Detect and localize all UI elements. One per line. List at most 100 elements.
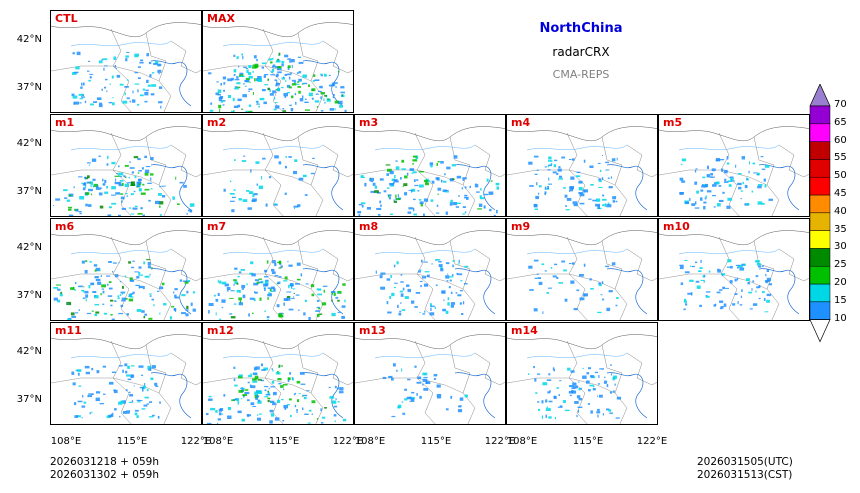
precip-cell [237,401,240,405]
precip-cell [331,299,333,302]
precip-cell [148,61,152,65]
precip-cell [55,198,61,201]
precip-cell [409,168,415,171]
precip-cell [151,72,155,74]
precip-cell [435,177,439,180]
precip-cell [150,377,154,381]
precip-cell [130,213,135,215]
province-border [322,144,353,178]
precip-cell [184,280,189,284]
precip-cell [565,205,567,207]
precip-cell [528,265,533,269]
precip-cell [360,176,365,178]
precip-cell [209,109,214,112]
precip-cell [589,165,594,168]
precip-cell [238,375,243,379]
precip-cell [162,195,166,198]
precip-cell [388,196,391,200]
precip-cell [273,391,277,396]
precip-cell [189,203,195,207]
precip-cell [233,105,239,108]
precip-cell [319,85,323,89]
precip-cell [446,166,451,170]
precip-cell [320,422,324,424]
precip-cell [567,367,571,371]
precip-cell [694,181,698,185]
precip-cell [104,86,107,89]
precip-cell [274,105,280,109]
precip-cell [412,163,415,165]
precip-cell [53,287,59,289]
precip-cell [464,186,467,189]
precip-cell [689,279,694,282]
precip-cell [243,66,247,68]
river [526,144,628,151]
precip-cell [565,209,570,211]
precip-cell [412,159,418,162]
precip-cell [576,171,581,174]
region-title: NorthChina [539,21,623,36]
precip-cell [401,168,406,170]
precip-cell [416,179,419,181]
precip-cell [282,420,285,422]
precip-cell [456,202,461,204]
precip-cell [459,290,463,292]
colorbar [809,84,831,343]
panel-label: m6 [55,220,75,233]
precip-cell [713,206,716,208]
coastline [302,164,344,211]
precip-cell [264,269,268,273]
precip-cell [281,60,285,64]
precip-cell [395,197,397,201]
precip-cell [451,274,454,276]
precip-cell [606,408,610,411]
precip-cell [547,183,553,185]
precip-cell [118,165,120,168]
precip-cell [119,281,122,283]
precip-cell [104,65,108,67]
precip-cell [413,179,416,182]
precip-cell [122,100,128,104]
precip-cell [533,366,535,369]
precip-cell [711,168,716,172]
precip-cell [274,79,277,81]
precip-cell [132,291,135,294]
precip-cell [302,407,304,410]
precip-cell [94,295,99,299]
precip-cell [436,163,438,166]
precip-cell [741,289,743,292]
precip-cell [440,266,443,270]
colorbar-segment [809,159,831,178]
panel-label: CTL [55,12,78,25]
province-border [51,230,201,246]
precip-cell [206,413,209,416]
precip-cell [679,177,684,181]
precip-cell [103,67,105,71]
colorbar-segment [809,212,831,231]
precip-cell [436,394,442,398]
province-border [262,236,284,320]
precip-cell [710,176,715,178]
precip-cell [218,93,221,96]
precip-cell [566,198,572,201]
river [222,352,324,359]
precip-cell [264,386,269,388]
precip-cell [218,99,222,102]
precip-cell [219,318,222,320]
precip-cell [253,55,257,59]
precip-cell [430,303,432,307]
precip-cell [287,377,291,381]
precip-cell [270,71,274,73]
precip-cell [341,315,345,319]
precip-cell [601,281,604,285]
precip-cell [111,318,115,320]
precip-cell [448,276,454,278]
precip-cell [604,203,607,207]
precip-cell [483,207,485,209]
precip-cell [328,74,331,76]
precip-cell [321,302,327,306]
precip-cell [320,92,325,95]
precip-cell [120,304,124,308]
precip-cell [230,290,235,292]
precip-cell [337,100,343,105]
